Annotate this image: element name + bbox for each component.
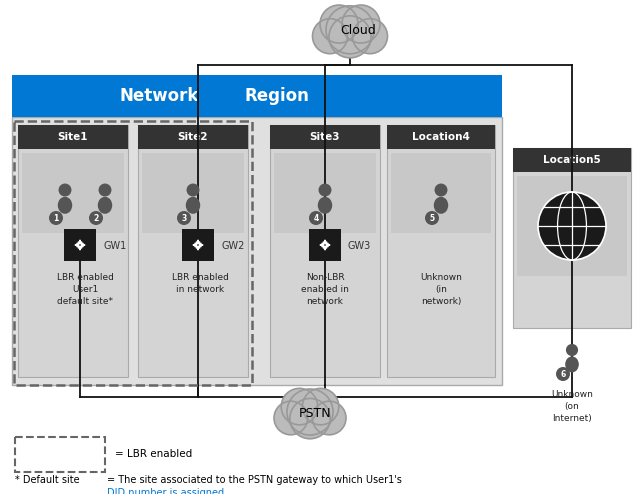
Bar [14, 121, 252, 385]
Text: 2: 2 [93, 214, 98, 223]
Text: Site1: Site1 [58, 132, 88, 142]
Circle shape [320, 5, 358, 43]
Text: Unknown
(in
network): Unknown (in network) [420, 273, 462, 306]
Text: = The site associated to the PSTN gateway to which User1's: = The site associated to the PSTN gatewa… [107, 475, 402, 485]
Circle shape [309, 211, 323, 225]
Text: LBR enabled
in network: LBR enabled in network [171, 273, 228, 294]
Bar [18, 125, 128, 149]
Bar [12, 117, 502, 385]
Circle shape [329, 16, 371, 58]
Circle shape [318, 184, 332, 197]
Bar [12, 75, 502, 117]
Circle shape [538, 192, 606, 260]
Text: Network: Network [119, 87, 199, 105]
Circle shape [59, 184, 72, 197]
Circle shape [312, 19, 348, 54]
Text: 3: 3 [181, 214, 187, 223]
Circle shape [281, 388, 318, 425]
Text: DID number is assigned.: DID number is assigned. [107, 488, 227, 494]
Text: Site3: Site3 [310, 132, 340, 142]
Circle shape [556, 367, 570, 381]
Circle shape [98, 184, 111, 197]
Text: GW2: GW2 [221, 241, 244, 251]
Bar [391, 153, 491, 233]
Text: GW3: GW3 [348, 241, 371, 251]
Bar [309, 229, 341, 261]
Ellipse shape [566, 356, 579, 372]
Circle shape [342, 5, 380, 43]
Bar [142, 153, 244, 233]
Ellipse shape [186, 197, 200, 214]
Circle shape [312, 401, 346, 435]
Ellipse shape [318, 197, 332, 214]
Text: 4: 4 [313, 214, 319, 223]
Circle shape [425, 211, 439, 225]
Bar [387, 125, 495, 377]
Bar [22, 153, 124, 233]
Bar [15, 437, 105, 472]
Text: GW1: GW1 [103, 241, 127, 251]
Text: Location5: Location5 [543, 155, 601, 165]
Circle shape [353, 19, 387, 54]
Bar [138, 125, 248, 149]
Circle shape [435, 184, 447, 197]
Bar [513, 148, 631, 172]
Ellipse shape [98, 197, 112, 214]
Bar [274, 153, 376, 233]
Ellipse shape [434, 197, 448, 214]
Text: 5: 5 [429, 214, 435, 223]
Text: Location4: Location4 [412, 132, 470, 142]
Bar [517, 176, 627, 276]
Text: 6: 6 [560, 370, 566, 379]
Ellipse shape [58, 197, 72, 214]
Circle shape [274, 401, 307, 435]
Text: PSTN: PSTN [298, 407, 331, 419]
Text: = LBR enabled: = LBR enabled [115, 449, 192, 459]
Bar [323, 35, 378, 47]
Text: Site2: Site2 [178, 132, 208, 142]
Bar [270, 125, 380, 377]
Bar [387, 125, 495, 149]
Circle shape [290, 399, 330, 439]
Text: Unknown
(on
Internet): Unknown (on Internet) [551, 390, 593, 422]
Circle shape [287, 389, 333, 435]
Circle shape [177, 211, 191, 225]
Bar [64, 229, 96, 261]
Text: * Default site: * Default site [15, 475, 80, 485]
Circle shape [187, 184, 199, 197]
Circle shape [49, 211, 63, 225]
Bar [270, 125, 380, 149]
Bar [513, 148, 631, 328]
Bar [284, 416, 336, 428]
Text: LBR enabled
User1
default site*: LBR enabled User1 default site* [57, 273, 114, 306]
Circle shape [89, 211, 103, 225]
Text: 1: 1 [54, 214, 59, 223]
Circle shape [302, 388, 339, 425]
Circle shape [326, 6, 374, 54]
Bar [18, 125, 128, 377]
Text: Cloud: Cloud [340, 25, 376, 38]
Bar [138, 125, 248, 377]
Text: Region: Region [244, 87, 309, 105]
Bar [182, 229, 214, 261]
Text: Non-LBR
enabled in
network: Non-LBR enabled in network [301, 273, 349, 306]
Circle shape [566, 344, 578, 356]
